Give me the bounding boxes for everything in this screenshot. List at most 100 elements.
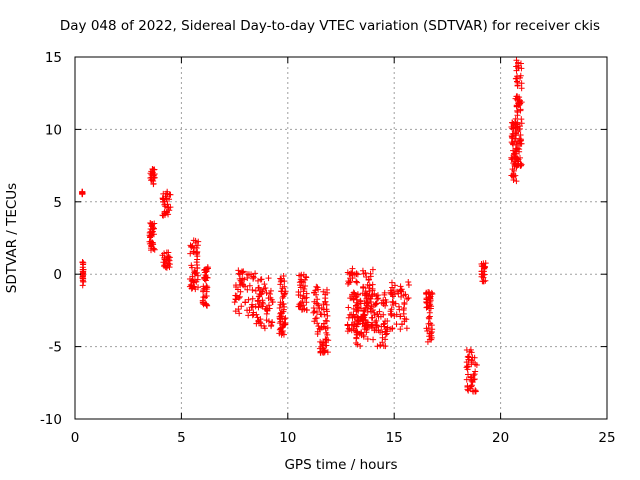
data-point [517, 72, 524, 79]
data-point [349, 269, 356, 276]
data-point [262, 305, 269, 312]
data-point [357, 298, 364, 305]
data-point [512, 150, 519, 157]
data-point [255, 293, 262, 300]
data-point [318, 304, 325, 311]
data-point [148, 177, 155, 184]
data-point [372, 319, 379, 326]
data-point [261, 281, 268, 288]
data-point [161, 198, 168, 205]
data-point [192, 286, 199, 293]
data-point [388, 306, 395, 313]
axis-ticks: 0 5 10 15 20 25 -10 -5 0 5 10 15 [40, 50, 616, 446]
y-tick-label: 15 [45, 50, 62, 66]
data-point [464, 383, 471, 390]
data-point [363, 329, 370, 336]
data-point [375, 313, 382, 320]
data-point [79, 189, 86, 196]
data-point [255, 304, 262, 311]
data-point [277, 278, 284, 285]
data-point [200, 288, 207, 295]
data-point [276, 304, 283, 311]
data-point [513, 160, 520, 167]
y-tick-label: 5 [53, 195, 62, 211]
data-point [513, 178, 520, 185]
data-point [427, 296, 434, 303]
data-point [466, 354, 473, 361]
data-point [188, 282, 195, 289]
data-point [509, 119, 516, 126]
x-tick-label: 15 [386, 430, 403, 446]
data-point [249, 295, 256, 302]
data-point [194, 264, 201, 271]
data-point [384, 317, 391, 324]
data-point [371, 309, 378, 316]
data-point [423, 290, 430, 297]
data-point [398, 286, 405, 293]
data-points [79, 57, 525, 395]
y-axis-label: SDTVAR / TECUs [4, 182, 20, 294]
data-point [193, 251, 200, 258]
data-point [238, 303, 245, 310]
data-point [323, 306, 330, 313]
data-point [364, 291, 371, 298]
data-point [164, 254, 171, 261]
data-point [314, 331, 321, 338]
data-point [373, 321, 380, 328]
data-point [424, 327, 431, 334]
data-point [265, 318, 272, 325]
data-point [245, 312, 252, 319]
data-point [253, 311, 260, 318]
x-tick-label: 20 [492, 430, 509, 446]
data-point [405, 282, 412, 289]
data-point [463, 376, 470, 383]
data-point [269, 299, 276, 306]
data-point [280, 321, 287, 328]
data-point [400, 307, 407, 314]
data-point [313, 283, 320, 290]
data-point [398, 321, 405, 328]
data-point [480, 278, 487, 285]
data-point [237, 288, 244, 295]
data-point [252, 287, 259, 294]
data-point [265, 275, 272, 282]
data-point [397, 283, 404, 290]
data-point [518, 85, 525, 92]
data-point [321, 311, 328, 318]
data-point [426, 315, 433, 322]
data-point [279, 285, 286, 292]
data-point [278, 288, 285, 295]
data-point [517, 131, 524, 138]
y-tick-label: -5 [49, 340, 62, 356]
data-point [364, 321, 371, 328]
data-point [313, 308, 320, 315]
data-point [518, 140, 525, 147]
data-point [259, 299, 266, 306]
data-point [354, 279, 361, 286]
data-point [150, 245, 157, 252]
data-point [381, 291, 388, 298]
data-point [345, 304, 352, 311]
data-point [392, 300, 399, 307]
data-point [256, 301, 263, 308]
y-tick-label: -10 [40, 412, 62, 428]
data-point [204, 302, 211, 309]
data-point [480, 260, 487, 267]
data-point [368, 303, 375, 310]
data-point [321, 320, 328, 327]
x-tick-label: 0 [71, 430, 80, 446]
data-point [235, 295, 242, 302]
data-point [242, 299, 249, 306]
data-point [259, 288, 266, 295]
data-point [349, 275, 356, 282]
data-point [395, 303, 402, 310]
data-point [151, 166, 158, 173]
data-point [252, 270, 259, 277]
data-point [160, 190, 167, 197]
data-point [322, 295, 329, 302]
data-point [297, 300, 304, 307]
data-point [163, 195, 170, 202]
data-point [428, 322, 435, 329]
data-point [360, 283, 367, 290]
